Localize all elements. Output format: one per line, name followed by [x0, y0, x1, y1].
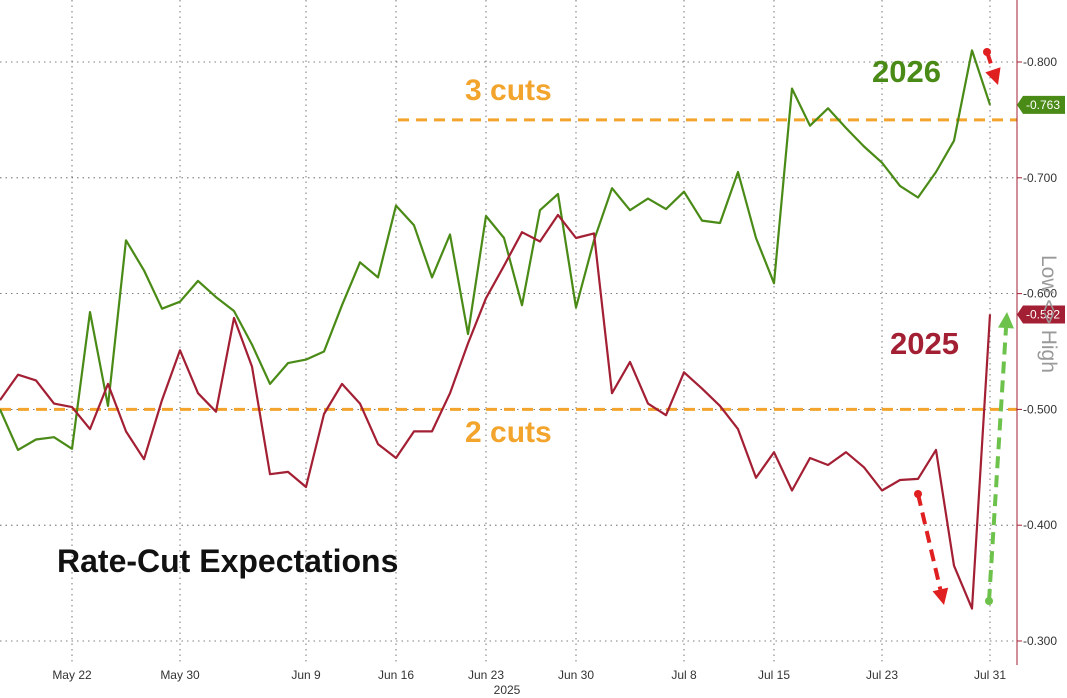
y-tick-label: -0.600 — [1023, 287, 1057, 301]
series-line-2025 — [0, 213, 992, 610]
last-value-badges: -0.763 -0.582 — [1017, 95, 1065, 324]
two-cuts-label: 2 cuts — [465, 416, 552, 449]
y-tick-label: -0.700 — [1023, 171, 1057, 185]
y-tick-label: -0.300 — [1023, 634, 1057, 648]
badge-background — [1017, 305, 1065, 324]
x-axis-ticks: May 22 May 30 Jun 9 Jun 16 Jun 23 Jun 30 Jul 8… — [52, 668, 1006, 682]
three-cuts-label: 3 cuts — [465, 74, 552, 107]
y-tick-label: -0.400 — [1023, 518, 1057, 532]
x-tick-label: Jun 30 — [558, 668, 594, 682]
series-2026-label: 2026 — [872, 54, 941, 89]
series-2025-label: 2025 — [890, 326, 959, 361]
x-tick-label: Jun 16 — [378, 668, 414, 682]
last-value-badge-2026: -0.763 — [1017, 95, 1065, 114]
x-tick-label: Jul 15 — [758, 668, 790, 682]
arrow-2026-dip — [983, 48, 1001, 85]
x-tick-label: May 30 — [160, 668, 200, 682]
annotation-arrows — [914, 48, 1014, 605]
x-tick-label: Jun 9 — [291, 668, 321, 682]
arrow-2025-jump — [985, 312, 1014, 605]
arrow-head — [985, 67, 1001, 85]
arrow-2025-drop — [914, 490, 949, 605]
x-tick-label: May 22 — [52, 668, 92, 682]
x-tick-label: Jun 23 — [468, 668, 504, 682]
y-tick-label: -0.500 — [1023, 402, 1057, 416]
x-tick-label: Jul 8 — [671, 668, 697, 682]
badge-value: -0.763 — [1026, 98, 1060, 112]
badge-value: -0.582 — [1026, 307, 1060, 321]
chart-title: Rate-Cut Expectations — [57, 543, 398, 579]
arrow-shaft — [987, 327, 1009, 602]
y-axis-label: Low <> High — [1037, 255, 1060, 373]
arrow-head — [932, 587, 949, 605]
y-tick-label: -0.800 — [1023, 55, 1057, 69]
badge-background — [1017, 95, 1065, 114]
x-tick-label: Jul 31 — [974, 668, 1006, 682]
arrow-shaft — [985, 51, 995, 71]
arrow-shaft — [916, 493, 943, 590]
y-axis-ticks: -0.300 -0.400 -0.500 -0.600 -0.700 -0.800 — [1017, 55, 1057, 648]
series-lines — [0, 49, 992, 610]
series-line-2026 — [0, 49, 992, 451]
x-tick-label: Jul 23 — [866, 668, 898, 682]
reference-lines — [0, 118, 1017, 411]
x-axis-year-label: 2025 — [494, 683, 521, 697]
last-value-badge-2025: -0.582 — [1017, 305, 1065, 324]
arrow-head — [998, 312, 1014, 329]
